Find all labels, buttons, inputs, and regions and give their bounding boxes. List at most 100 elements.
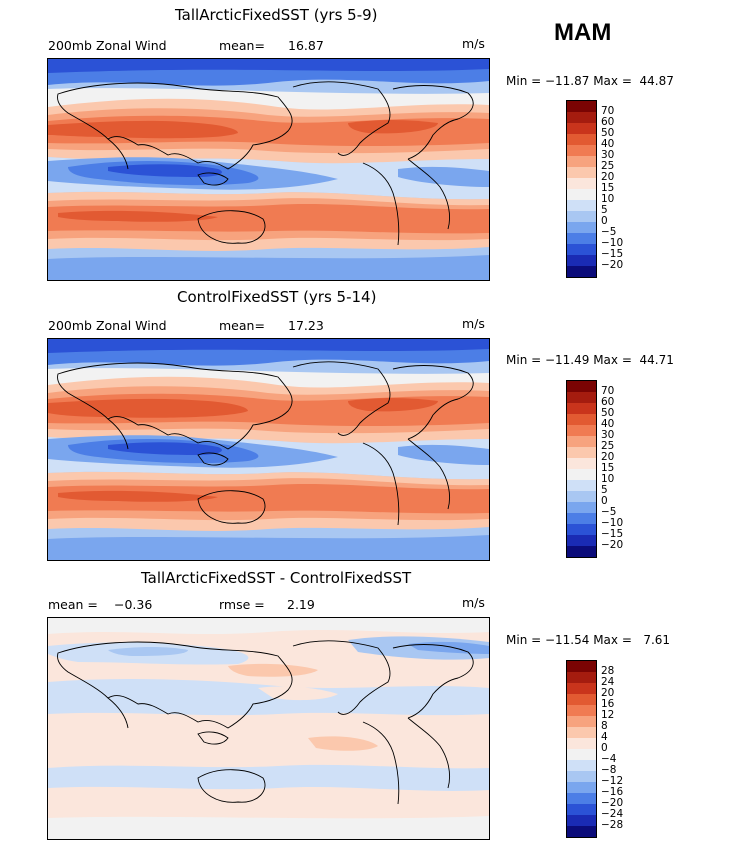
colorbar-swatch — [567, 749, 596, 760]
colorbar-tick-label: −4 — [601, 753, 617, 765]
colorbar-swatch — [567, 266, 596, 277]
colorbar-swatch — [567, 738, 596, 749]
colorbar-tick-label: −10 — [601, 517, 624, 529]
colorbar-swatch — [567, 826, 596, 837]
panel-3-units: m/s — [462, 595, 485, 610]
colorbar-swatch — [567, 782, 596, 793]
colorbar-tick-label: 16 — [601, 698, 615, 710]
colorbar-tick-label: 8 — [601, 720, 608, 732]
colorbar-swatch — [567, 502, 596, 513]
colorbar-tick-label: 0 — [601, 742, 608, 754]
colorbar-swatch — [567, 760, 596, 771]
panel-3-rmse-label: rmse = — [219, 597, 265, 612]
colorbar-swatch — [567, 436, 596, 447]
colorbar-tick-label: −20 — [601, 259, 624, 271]
colorbar-swatch — [567, 200, 596, 211]
panel-2-colorbar — [566, 380, 597, 558]
colorbar-tick-label: 24 — [601, 676, 615, 688]
colorbar-swatch — [567, 381, 596, 392]
colorbar-tick-label: −15 — [601, 528, 624, 540]
colorbar-swatch — [567, 222, 596, 233]
colorbar-swatch — [567, 244, 596, 255]
panel-1-units: m/s — [462, 36, 485, 51]
colorbar-tick-label: 0 — [601, 215, 608, 227]
colorbar-tick-label: −8 — [601, 764, 617, 776]
colorbar-tick-label: −20 — [601, 539, 624, 551]
colorbar-tick-label: 70 — [601, 105, 615, 117]
colorbar-swatch — [567, 255, 596, 266]
panel-3-map — [47, 617, 490, 840]
colorbar-swatch — [567, 727, 596, 738]
panel-2-minmax: Min = −11.49 Max = 44.71 — [506, 353, 674, 367]
colorbar-tick-label: 70 — [601, 385, 615, 397]
colorbar-tick-label: 25 — [601, 440, 615, 452]
colorbar-swatch — [567, 469, 596, 480]
panel-3-minmax: Min = −11.54 Max = 7.61 — [506, 633, 671, 647]
colorbar-tick-label: 28 — [601, 665, 615, 677]
colorbar-swatch — [567, 815, 596, 826]
colorbar-swatch — [567, 392, 596, 403]
panel-2-mean-label: mean= — [219, 318, 265, 333]
colorbar-swatch — [567, 211, 596, 222]
colorbar-tick-label: 50 — [601, 407, 615, 419]
panel-1-mean-value: 16.87 — [288, 38, 324, 53]
colorbar-swatch — [567, 804, 596, 815]
colorbar-swatch — [567, 458, 596, 469]
colorbar-tick-label: 60 — [601, 396, 615, 408]
panel-1-mean-label: mean= — [219, 38, 265, 53]
panel-2-mean-value: 17.23 — [288, 318, 324, 333]
colorbar-swatch — [567, 134, 596, 145]
colorbar-tick-label: −5 — [601, 506, 617, 518]
colorbar-swatch — [567, 123, 596, 134]
colorbar-tick-label: 60 — [601, 116, 615, 128]
panel-1-colorbar — [566, 100, 597, 278]
panel-2-map — [47, 338, 490, 561]
colorbar-tick-label: 4 — [601, 731, 608, 743]
panel-2-title: ControlFixedSST (yrs 5-14) — [177, 288, 377, 306]
colorbar-swatch — [567, 233, 596, 244]
colorbar-tick-label: 12 — [601, 709, 615, 721]
colorbar-tick-label: 15 — [601, 182, 615, 194]
colorbar-tick-label: −5 — [601, 226, 617, 238]
colorbar-swatch — [567, 513, 596, 524]
colorbar-swatch — [567, 771, 596, 782]
colorbar-tick-label: 10 — [601, 473, 615, 485]
colorbar-tick-label: −24 — [601, 808, 624, 820]
colorbar-swatch — [567, 524, 596, 535]
panel-1-variable-label: 200mb Zonal Wind — [48, 38, 167, 53]
colorbar-tick-label: 30 — [601, 149, 615, 161]
panel-1-map — [47, 58, 490, 281]
colorbar-tick-label: 40 — [601, 418, 615, 430]
colorbar-tick-label: 5 — [601, 204, 608, 216]
colorbar-swatch — [567, 189, 596, 200]
colorbar-swatch — [567, 145, 596, 156]
panel-3-rmse-value: 2.19 — [287, 597, 315, 612]
panel-3-title: TallArcticFixedSST - ControlFixedSST — [141, 569, 412, 587]
colorbar-swatch — [567, 716, 596, 727]
panel-1-title: TallArcticFixedSST (yrs 5-9) — [175, 6, 378, 24]
colorbar-tick-label: 20 — [601, 451, 615, 463]
colorbar-tick-label: 25 — [601, 160, 615, 172]
colorbar-swatch — [567, 491, 596, 502]
colorbar-tick-label: 20 — [601, 687, 615, 699]
colorbar-tick-label: 15 — [601, 462, 615, 474]
colorbar-tick-label: 40 — [601, 138, 615, 150]
panel-3-mean-label: mean = — [48, 597, 98, 612]
colorbar-tick-label: 10 — [601, 193, 615, 205]
colorbar-swatch — [567, 447, 596, 458]
colorbar-tick-label: −10 — [601, 237, 624, 249]
colorbar-swatch — [567, 661, 596, 672]
colorbar-swatch — [567, 414, 596, 425]
colorbar-swatch — [567, 694, 596, 705]
colorbar-tick-label: 50 — [601, 127, 615, 139]
colorbar-swatch — [567, 546, 596, 557]
season-label: MAM — [554, 19, 612, 46]
colorbar-swatch — [567, 425, 596, 436]
colorbar-tick-label: −16 — [601, 786, 624, 798]
colorbar-swatch — [567, 705, 596, 716]
colorbar-swatch — [567, 167, 596, 178]
panel-2-variable-label: 200mb Zonal Wind — [48, 318, 167, 333]
colorbar-tick-label: 20 — [601, 171, 615, 183]
colorbar-swatch — [567, 178, 596, 189]
colorbar-tick-label: −28 — [601, 819, 624, 831]
